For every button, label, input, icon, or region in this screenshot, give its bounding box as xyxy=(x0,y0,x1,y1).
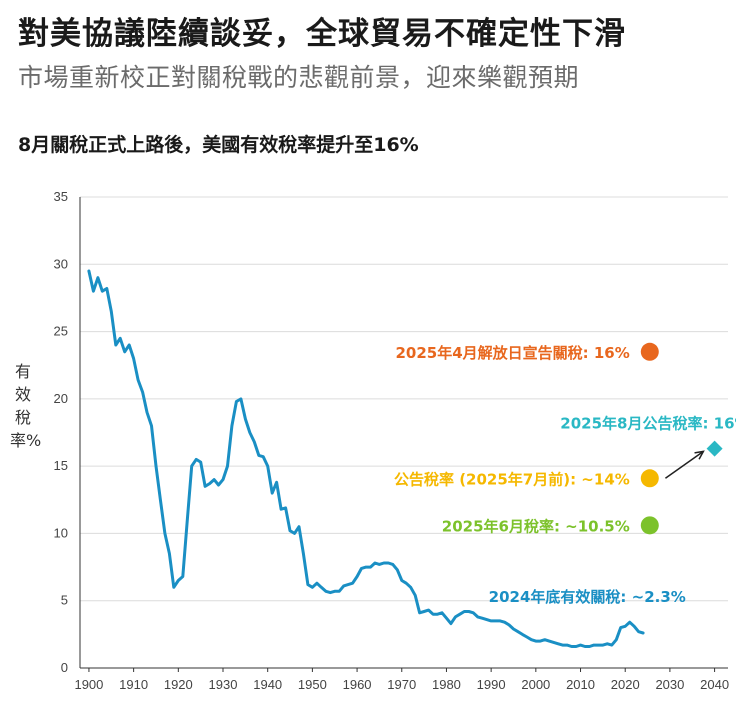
gridlines xyxy=(80,196,728,602)
x-tick-labels: 1900 1910 1920 1930 1940 1950 1960 1970 1980 1990… xyxy=(74,668,729,692)
arrow-layer xyxy=(665,450,705,479)
y-tick-label: 20 xyxy=(54,391,68,406)
x-tick-label: 1940 xyxy=(253,677,282,692)
point-marker xyxy=(640,516,659,535)
x-tick-label: 1930 xyxy=(209,677,238,692)
point-label: 2025年6月稅率: ~10.5% xyxy=(442,517,630,535)
x-tick-label: 1950 xyxy=(298,677,327,692)
x-tick-label: 1990 xyxy=(477,677,506,692)
y-tick-label: 35 xyxy=(54,189,68,204)
y-tick-labels: 0 5 10 15 20 25 30 35 xyxy=(54,189,68,675)
y-axis-label: 有效稅率% xyxy=(10,362,42,450)
page-title: 對美協議陸續談妥，全球貿易不確定性下滑 xyxy=(18,16,626,52)
annotation-layer: 2024年底有效關稅: ~2.3% xyxy=(489,588,686,606)
y-tick-label: 30 xyxy=(54,256,68,271)
x-tick-label: 2010 xyxy=(566,677,595,692)
page-subtitle: 市場重新校正對關稅戰的悲觀前景，迎來樂觀預期 xyxy=(18,63,580,92)
point-marker xyxy=(640,469,659,488)
annotation-label: 2024年底有效關稅: ~2.3% xyxy=(489,588,686,606)
arrow-head xyxy=(694,450,705,460)
point-label: 公告稅率 (2025年7月前): ~14% xyxy=(394,470,630,488)
series-layer xyxy=(87,269,645,648)
arrow-line xyxy=(665,450,704,479)
x-tick-label: 2040 xyxy=(700,677,729,692)
y-tick-label: 15 xyxy=(54,458,68,473)
x-tick-label: 1900 xyxy=(74,677,103,692)
y-tick-label: 25 xyxy=(54,324,68,339)
y-tick-label: 10 xyxy=(54,525,68,540)
chart-title: 8月關稅正式上路後，美國有效稅率提升至16% xyxy=(18,134,419,156)
y-tick-label: 5 xyxy=(61,593,68,608)
point-marker xyxy=(706,440,723,457)
x-tick-label: 1910 xyxy=(119,677,148,692)
x-tick-label: 1960 xyxy=(343,677,372,692)
y-tick-label: 0 xyxy=(61,660,68,675)
x-tick-label: 2000 xyxy=(521,677,550,692)
x-tick-label: 1980 xyxy=(432,677,461,692)
point-marker xyxy=(640,342,659,361)
series-line xyxy=(87,269,645,648)
point-label: 2025年8月公告稅率: 16% xyxy=(560,415,736,433)
x-tick-label: 2020 xyxy=(611,677,640,692)
points-layer: 2025年4月解放日宣告關稅: 16% 2025年8月公告稅率: 16% 公告稅率 … xyxy=(394,342,736,535)
point-label: 2025年4月解放日宣告關稅: 16% xyxy=(395,344,629,362)
x-tick-label: 1970 xyxy=(387,677,416,692)
x-tick-label: 1920 xyxy=(164,677,193,692)
x-tick-label: 2030 xyxy=(655,677,684,692)
